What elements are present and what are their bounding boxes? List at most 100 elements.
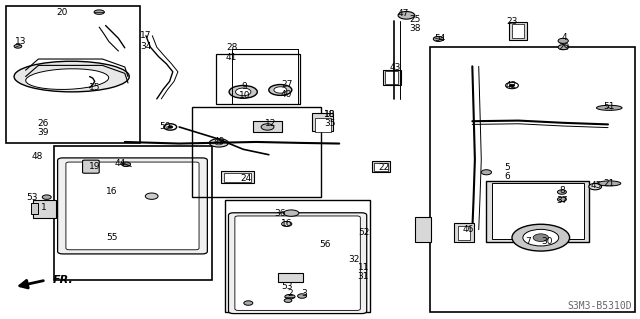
Ellipse shape	[284, 299, 292, 302]
Text: 51: 51	[604, 102, 615, 111]
Bar	[54, 146, 212, 280]
Ellipse shape	[533, 234, 548, 241]
Text: 47: 47	[397, 9, 409, 18]
Text: 41: 41	[226, 53, 237, 62]
Text: 22: 22	[378, 163, 390, 172]
Ellipse shape	[523, 229, 559, 246]
Text: 16: 16	[106, 187, 118, 196]
Bar	[312, 113, 333, 131]
Bar	[224, 173, 251, 182]
Ellipse shape	[14, 61, 129, 92]
Bar	[31, 203, 38, 214]
Text: 28: 28	[226, 43, 237, 52]
FancyBboxPatch shape	[235, 216, 360, 310]
Ellipse shape	[433, 36, 444, 41]
Ellipse shape	[14, 44, 22, 48]
Text: 23: 23	[506, 17, 518, 26]
Text: 18: 18	[324, 110, 335, 119]
Ellipse shape	[244, 301, 253, 305]
Text: 21: 21	[604, 179, 615, 188]
Bar	[458, 226, 470, 240]
Ellipse shape	[122, 162, 131, 167]
Bar	[374, 163, 388, 171]
Text: 45: 45	[591, 181, 602, 190]
Ellipse shape	[250, 250, 333, 271]
Ellipse shape	[506, 82, 518, 89]
Text: 38: 38	[409, 24, 420, 33]
Text: 9: 9	[242, 82, 247, 91]
Text: 10: 10	[239, 91, 250, 100]
Ellipse shape	[598, 181, 621, 186]
Text: 8: 8	[559, 186, 564, 195]
Ellipse shape	[398, 11, 415, 19]
Ellipse shape	[596, 105, 622, 110]
Text: FR.: FR.	[52, 275, 73, 285]
Bar	[278, 273, 303, 282]
Text: 36: 36	[275, 209, 286, 218]
Bar	[454, 223, 474, 242]
Text: 5: 5	[504, 163, 509, 172]
Ellipse shape	[261, 124, 274, 130]
Ellipse shape	[558, 38, 568, 43]
Bar	[430, 47, 635, 312]
Text: 11: 11	[358, 263, 369, 272]
Ellipse shape	[229, 85, 257, 98]
FancyBboxPatch shape	[58, 158, 207, 254]
Text: 25: 25	[409, 15, 420, 24]
Text: 32: 32	[348, 255, 360, 263]
Text: 52: 52	[358, 228, 369, 237]
Ellipse shape	[558, 45, 568, 50]
Ellipse shape	[238, 243, 351, 274]
Bar	[6, 6, 140, 143]
Text: 16: 16	[281, 219, 292, 228]
Text: 12: 12	[265, 119, 276, 128]
Text: 49: 49	[213, 137, 225, 146]
Ellipse shape	[209, 139, 228, 147]
Ellipse shape	[481, 170, 492, 175]
Ellipse shape	[42, 195, 51, 199]
Text: 44: 44	[115, 159, 126, 168]
FancyBboxPatch shape	[228, 213, 367, 314]
Text: 53: 53	[26, 193, 38, 202]
Bar	[486, 181, 589, 242]
Ellipse shape	[79, 196, 168, 218]
Text: 35: 35	[324, 119, 335, 128]
Text: 24: 24	[241, 174, 252, 182]
Text: 19: 19	[89, 162, 100, 171]
Text: 40: 40	[281, 90, 292, 99]
Ellipse shape	[145, 193, 158, 199]
Text: 2: 2	[287, 289, 292, 298]
Ellipse shape	[298, 294, 307, 298]
Ellipse shape	[236, 88, 251, 96]
Text: 15: 15	[89, 83, 100, 92]
Bar	[216, 54, 300, 104]
Text: 56: 56	[319, 241, 331, 249]
Text: 54: 54	[435, 34, 446, 43]
Text: 20: 20	[56, 8, 68, 17]
Text: 29: 29	[559, 43, 570, 52]
Text: 48: 48	[31, 152, 43, 161]
Ellipse shape	[269, 85, 292, 95]
Ellipse shape	[512, 224, 570, 251]
Ellipse shape	[509, 84, 515, 87]
Text: S3M3-B5310D: S3M3-B5310D	[568, 301, 632, 311]
Text: 37: 37	[556, 196, 568, 205]
Bar	[385, 71, 398, 84]
Bar	[492, 183, 584, 239]
Ellipse shape	[67, 188, 189, 221]
Ellipse shape	[94, 10, 104, 14]
Text: 18: 18	[324, 110, 335, 119]
Bar	[383, 70, 401, 85]
Bar	[225, 200, 370, 312]
Ellipse shape	[557, 190, 566, 194]
FancyBboxPatch shape	[66, 162, 199, 250]
Text: 55: 55	[106, 233, 118, 242]
Text: 3: 3	[301, 289, 307, 298]
Bar	[315, 118, 331, 132]
Text: 1: 1	[41, 203, 46, 212]
Ellipse shape	[164, 124, 177, 130]
FancyBboxPatch shape	[83, 160, 99, 173]
Text: 34: 34	[140, 42, 152, 51]
Text: 53: 53	[281, 282, 292, 291]
Text: 31: 31	[358, 272, 369, 281]
